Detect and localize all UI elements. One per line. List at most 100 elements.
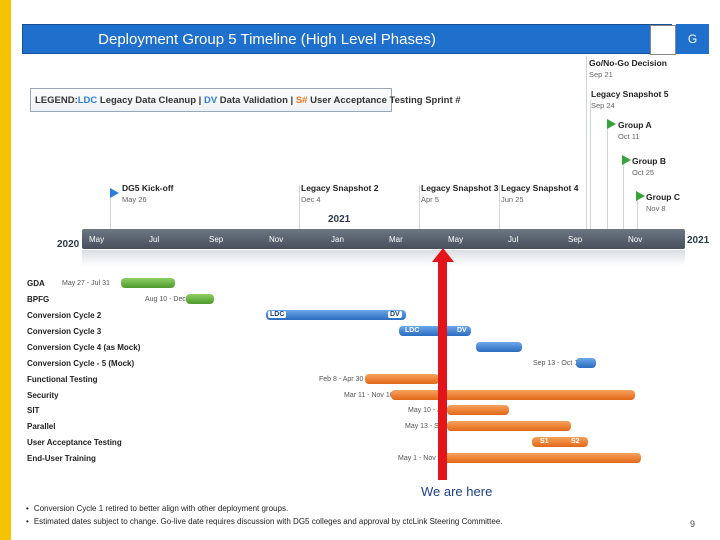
gantt-bar-user-acceptance-testing bbox=[532, 437, 588, 447]
milestone-name: Legacy Snapshot 5 bbox=[591, 89, 669, 99]
bullet-icon: • bbox=[26, 504, 29, 513]
month-label: Jul bbox=[149, 235, 160, 244]
milestone-group-b: Group B Oct 25 bbox=[632, 156, 666, 178]
timeline-shadow bbox=[82, 250, 685, 266]
row-label: Parallel bbox=[27, 422, 56, 431]
bar-range-text: Mar 11 - Nov 10 bbox=[344, 392, 394, 399]
header-badge-text: G bbox=[687, 32, 698, 46]
milestone-legacy-snapshot-4: Legacy Snapshot 4 Jun 25 bbox=[501, 183, 578, 205]
yellow-accent-strip bbox=[0, 0, 11, 540]
milestone-legacy-snapshot-2: Legacy Snapshot 2 Dec 4 bbox=[301, 183, 378, 205]
milestone-group-c: Group C Nov 8 bbox=[646, 192, 680, 214]
flag-icon bbox=[636, 191, 645, 201]
month-label: Nov bbox=[628, 235, 643, 244]
milestone-line-group-c bbox=[637, 192, 638, 230]
footnotes: • Conversion Cycle 1 retired to better al… bbox=[26, 502, 503, 528]
legend: LEGEND: LDC Legacy Data Cleanup | DV Dat… bbox=[30, 88, 461, 112]
milestone-name: DG5 Kick-off bbox=[122, 183, 174, 193]
bar-range-text: Aug 10 - Dec 3 bbox=[145, 296, 192, 303]
bullet-icon: • bbox=[26, 517, 29, 526]
milestone-legacy-snapshot-3: Legacy Snapshot 3 Apr 5 bbox=[421, 183, 498, 205]
arrow-up-icon bbox=[432, 248, 454, 262]
milestone-line-go-no-go bbox=[586, 56, 587, 230]
milestone-legacy-snapshot-5: Legacy Snapshot 5 Sep 24 bbox=[591, 89, 668, 111]
bar-range-text: May 13 - Se bbox=[405, 423, 443, 430]
gantt-bar-end-user-training bbox=[441, 453, 641, 463]
milestone-group-a: Group A Oct 11 bbox=[618, 120, 652, 142]
bar-tag-sprint-1: S1 bbox=[540, 438, 549, 445]
month-label: Jul bbox=[508, 235, 519, 244]
bar-range-text: May 27 - Jul 31 bbox=[62, 280, 110, 287]
milestone-line-snapshot-3 bbox=[419, 185, 420, 230]
milestone-line-group-b bbox=[623, 156, 624, 230]
month-label: May bbox=[448, 235, 464, 244]
milestone-line-snapshot-4 bbox=[499, 185, 500, 230]
milestone-name: Legacy Snapshot 4 bbox=[501, 183, 579, 193]
row-label: End-User Training bbox=[27, 454, 96, 463]
current-date-marker bbox=[438, 258, 447, 480]
legend-s-abbr: S# bbox=[295, 94, 308, 106]
row-label: SIT bbox=[27, 406, 40, 415]
row-label: Conversion Cycle 2 bbox=[27, 311, 102, 320]
footnote-text: Estimated dates subject to change. Go-li… bbox=[33, 517, 503, 526]
row-label: Security bbox=[27, 391, 59, 400]
milestone-name: Group B bbox=[632, 156, 666, 166]
legend-prefix: LEGEND: bbox=[35, 94, 78, 106]
milestone-line-group-a bbox=[607, 120, 608, 230]
header-badge: G bbox=[676, 24, 709, 54]
legend-ldc-text: Legacy Data Cleanup | bbox=[97, 94, 204, 106]
row-label: Conversion Cycle 3 bbox=[27, 327, 102, 336]
gantt-bar-conversion-cycle-4 bbox=[476, 342, 522, 352]
month-label: Nov bbox=[269, 235, 284, 244]
footnote-item: • Estimated dates subject to change. Go-l… bbox=[26, 515, 503, 528]
milestone-name: Legacy Snapshot 2 bbox=[301, 183, 379, 193]
footnote-text: Conversion Cycle 1 retired to better ali… bbox=[33, 504, 289, 513]
milestone-line-snapshot-5 bbox=[590, 100, 591, 230]
row-label: User Acceptance Testing bbox=[27, 438, 122, 447]
row-label: Functional Testing bbox=[27, 375, 98, 384]
flag-icon bbox=[607, 119, 616, 129]
row-label: Conversion Cycle - 5 (Mock) bbox=[27, 359, 135, 368]
month-label: Sep bbox=[568, 235, 583, 244]
bar-tag-ldc: LDC bbox=[268, 311, 287, 318]
gantt-bar-conversion-cycle-3 bbox=[399, 326, 471, 336]
row-label: Conversion Cycle 4 (as Mock) bbox=[27, 343, 141, 352]
month-label: May bbox=[89, 235, 105, 244]
year-label-end: 2021 bbox=[687, 235, 710, 246]
year-label-mid: 2021 bbox=[328, 214, 351, 225]
bar-range-text: May 1 - Nov 1 bbox=[398, 455, 442, 462]
bar-range-text: May 10 - J bbox=[408, 407, 441, 414]
bar-tag-sprint-2: S2 bbox=[571, 438, 580, 445]
gantt-bar-sit bbox=[447, 405, 509, 415]
gantt-bar-functional-testing bbox=[365, 374, 439, 384]
milestone-name: Group A bbox=[618, 120, 652, 130]
current-position-callout: We are here bbox=[421, 484, 493, 499]
bar-tag-dv: DV bbox=[388, 311, 402, 318]
page-title: Deployment Group 5 Timeline (High Level … bbox=[22, 24, 672, 54]
gantt-bar-gda bbox=[121, 278, 175, 288]
milestone-date: Dec 4 bbox=[301, 195, 321, 204]
legend-ldc-abbr: LDC bbox=[77, 94, 98, 106]
milestone-date: Oct 25 bbox=[632, 168, 655, 177]
milestone-date: Jun 25 bbox=[501, 195, 524, 204]
legend-dv-abbr: DV bbox=[203, 94, 218, 106]
milestone-date: Nov 8 bbox=[646, 204, 666, 213]
milestone-date: Oct 11 bbox=[618, 132, 640, 141]
page-number: 9 bbox=[690, 519, 696, 529]
timeline-axis bbox=[82, 229, 685, 249]
flag-icon bbox=[110, 188, 119, 198]
month-label: Jan bbox=[331, 235, 344, 244]
milestone-date: Sep 21 bbox=[589, 70, 613, 79]
milestone-dg5-kickoff: DG5 Kick-off May 26 bbox=[122, 183, 173, 205]
legend-dv-text: Data Validation | bbox=[217, 94, 296, 106]
flag-icon bbox=[622, 155, 631, 165]
row-label: BPFG bbox=[27, 295, 50, 304]
year-label-start: 2020 bbox=[57, 239, 80, 250]
gantt-bar-security bbox=[391, 390, 635, 400]
milestone-name: Legacy Snapshot 3 bbox=[421, 183, 499, 193]
gantt-bar-conversion-cycle-5 bbox=[576, 358, 596, 368]
legend-s-text: User Acceptance Testing Sprint # bbox=[307, 94, 461, 106]
milestone-name: Go/No-Go Decision bbox=[589, 58, 667, 68]
month-label: Sep bbox=[209, 235, 224, 244]
milestone-line-kickoff bbox=[110, 188, 111, 230]
